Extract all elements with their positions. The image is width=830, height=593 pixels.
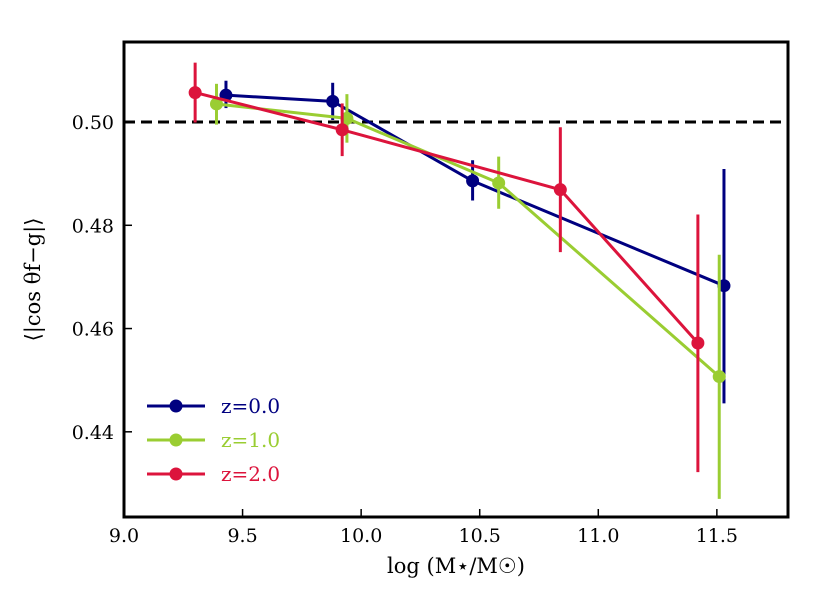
series-layer [188,62,731,499]
legend-label: z=2.0 [221,462,280,486]
plot-frame [122,40,790,519]
ticks-layer: 9.0 9.5 10.0 10.5 11.0 11.5 0.44 0.46 0.48 0.50 [72,112,738,547]
y-axis-label: ⟨|cos θf−g|⟩ [21,218,46,342]
data-point [335,123,349,137]
series-line [225,93,725,288]
data-point [209,97,223,111]
legend-marker [169,467,183,481]
x-tick-label: 10.5 [459,525,501,547]
data-point [492,176,506,190]
series-z=0.0 [219,80,731,404]
data-point [691,336,705,350]
legend-marker [169,433,183,447]
series-line [194,91,700,345]
data-point [553,183,567,197]
x-axis-label: log (M⋆/M☉) [387,554,525,578]
x-tick-label: 9.0 [109,525,139,547]
series-z=2.0 [188,62,705,473]
y-tick-label: 0.48 [72,215,114,237]
y-tick-label: 0.50 [72,112,114,134]
series-line [216,102,721,378]
y-tick-label: 0.46 [72,319,114,341]
x-tick-label: 11.5 [696,525,738,547]
legend: z=0.0 z=1.0 z=2.0 [147,394,280,486]
legend-label: z=1.0 [221,428,280,452]
data-point [466,174,480,188]
y-tick-label: 0.44 [72,422,114,444]
x-tick-label: 11.0 [577,525,619,547]
x-tick-label: 10.0 [340,525,382,547]
x-tick-label: 9.5 [227,525,257,547]
data-point [326,94,340,108]
data-point [188,86,202,100]
data-point [712,370,726,384]
legend-label: z=0.0 [221,394,280,418]
legend-marker [169,399,183,413]
series-z=1.0 [209,83,726,499]
